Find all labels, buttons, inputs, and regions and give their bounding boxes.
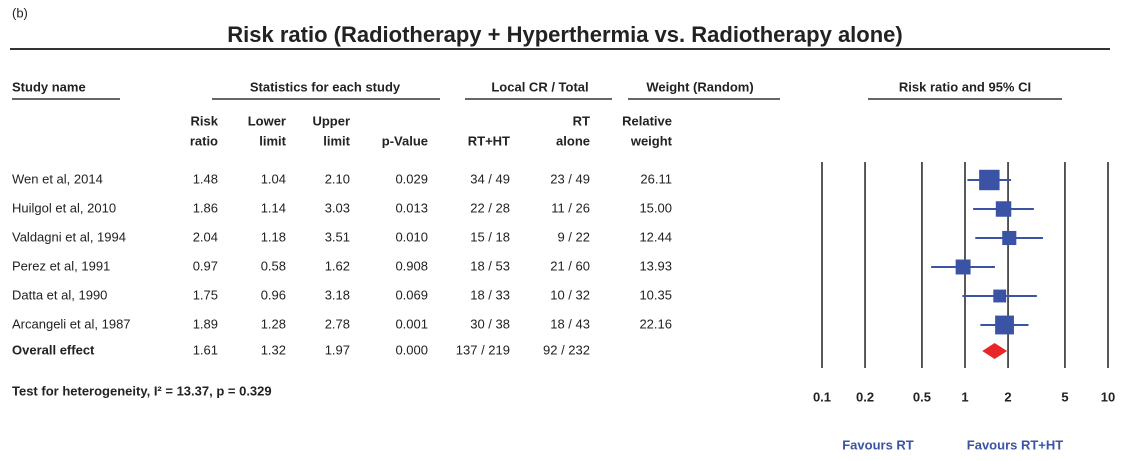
column-header: weight <box>630 133 673 148</box>
table-cell: 1.48 <box>193 171 218 186</box>
table-cell: 21 / 60 <box>550 258 590 273</box>
study-square <box>979 169 1000 191</box>
table-cell: 1.28 <box>261 316 286 331</box>
table-cell: 1.62 <box>325 258 350 273</box>
table-cell: 10 / 32 <box>550 287 590 302</box>
table-cell: 2.04 <box>193 229 218 244</box>
column-header: Upper <box>312 113 350 128</box>
table-cell: 1.89 <box>193 316 218 331</box>
table-cell: 0.96 <box>261 287 286 302</box>
table-cell: 18 / 43 <box>550 316 590 331</box>
table-cell: 1.61 <box>193 342 218 357</box>
table-cell: 0.010 <box>395 229 428 244</box>
table-cell: 1.97 <box>325 342 350 357</box>
study-name: Arcangeli et al, 1987 <box>12 316 131 331</box>
favours-label: Favours RT+HT <box>967 437 1063 452</box>
table-cell: 30 / 38 <box>470 316 510 331</box>
study-square <box>995 315 1014 335</box>
table-cell: 137 / 219 <box>456 342 510 357</box>
overall-diamond <box>982 343 1008 359</box>
table-cell: 26.11 <box>640 171 672 186</box>
study-square <box>955 259 971 275</box>
group-header: Risk ratio and 95% CI <box>899 79 1031 94</box>
table-cell: 0.029 <box>395 171 428 186</box>
table-cell: 1.75 <box>193 287 218 302</box>
column-header: RT <box>573 113 590 128</box>
column-header: Relative <box>622 113 672 128</box>
column-header: RT+HT <box>468 133 510 148</box>
panel-label: (b) <box>12 5 28 20</box>
table-cell: 34 / 49 <box>470 171 510 186</box>
study-name: Huilgol et al, 2010 <box>12 200 116 215</box>
study-name: Perez et al, 1991 <box>12 258 110 273</box>
x-tick-label: 0.5 <box>913 389 931 404</box>
table-cell: 0.000 <box>395 342 428 357</box>
heterogeneity: Test for heterogeneity, I² = 13.37, p = … <box>12 383 272 398</box>
study-square <box>993 289 1007 303</box>
column-header: p-Value <box>382 133 428 148</box>
table-cell: 0.97 <box>193 258 218 273</box>
table-cell: 0.001 <box>395 316 428 331</box>
table-cell: 13.93 <box>639 258 672 273</box>
column-header: Risk <box>191 113 219 128</box>
x-tick-label: 1 <box>961 389 968 404</box>
table-cell: 1.04 <box>261 171 286 186</box>
group-header: Weight (Random) <box>646 79 753 94</box>
column-header: Lower <box>248 113 286 128</box>
table-cell: 3.03 <box>325 200 350 215</box>
x-tick-label: 0.2 <box>856 389 874 404</box>
x-tick-label: 0.1 <box>813 389 831 404</box>
table-cell: 9 / 22 <box>557 229 590 244</box>
column-header: limit <box>323 133 350 148</box>
table-cell: 0.908 <box>395 258 428 273</box>
study-name: Datta et al, 1990 <box>12 287 107 302</box>
favours-label: Favours RT <box>842 437 914 452</box>
table-cell: 22.16 <box>639 316 672 331</box>
table-cell: 3.18 <box>325 287 350 302</box>
table-cell: 1.14 <box>261 200 286 215</box>
x-tick-label: 10 <box>1101 389 1115 404</box>
study-name: Wen et al, 2014 <box>12 171 103 186</box>
table-cell: 18 / 53 <box>470 258 510 273</box>
table-cell: 0.58 <box>261 258 286 273</box>
table-cell: 18 / 33 <box>470 287 510 302</box>
chart-title: Risk ratio (Radiotherapy + Hyperthermia … <box>227 22 902 47</box>
table-cell: 92 / 232 <box>543 342 590 357</box>
study-square <box>1002 230 1017 246</box>
table-cell: 2.78 <box>325 316 350 331</box>
table-cell: 1.18 <box>261 229 286 244</box>
table-cell: 0.013 <box>395 200 428 215</box>
table-cell: 15 / 18 <box>470 229 510 244</box>
column-header: ratio <box>190 133 218 148</box>
group-header: Study name <box>12 79 86 94</box>
table-cell: 12.44 <box>639 229 672 244</box>
study-name: Valdagni et al, 1994 <box>12 229 126 244</box>
table-cell: 3.51 <box>325 229 350 244</box>
table-cell: 22 / 28 <box>470 200 510 215</box>
table-cell: 1.32 <box>261 342 286 357</box>
group-header: Local CR / Total <box>491 79 588 94</box>
table-cell: 11 / 26 <box>551 200 590 215</box>
table-cell: 1.86 <box>193 200 218 215</box>
study-square <box>995 201 1012 217</box>
x-tick-label: 2 <box>1004 389 1011 404</box>
table-cell: 0.069 <box>395 287 428 302</box>
table-cell: 15.00 <box>639 200 672 215</box>
column-header: alone <box>556 133 590 148</box>
column-header: limit <box>259 133 286 148</box>
group-header: Statistics for each study <box>250 79 401 94</box>
study-name: Overall effect <box>12 342 95 357</box>
x-tick-label: 5 <box>1061 389 1068 404</box>
table-cell: 23 / 49 <box>550 171 590 186</box>
table-cell: 10.35 <box>639 287 672 302</box>
table-cell: 2.10 <box>325 171 350 186</box>
